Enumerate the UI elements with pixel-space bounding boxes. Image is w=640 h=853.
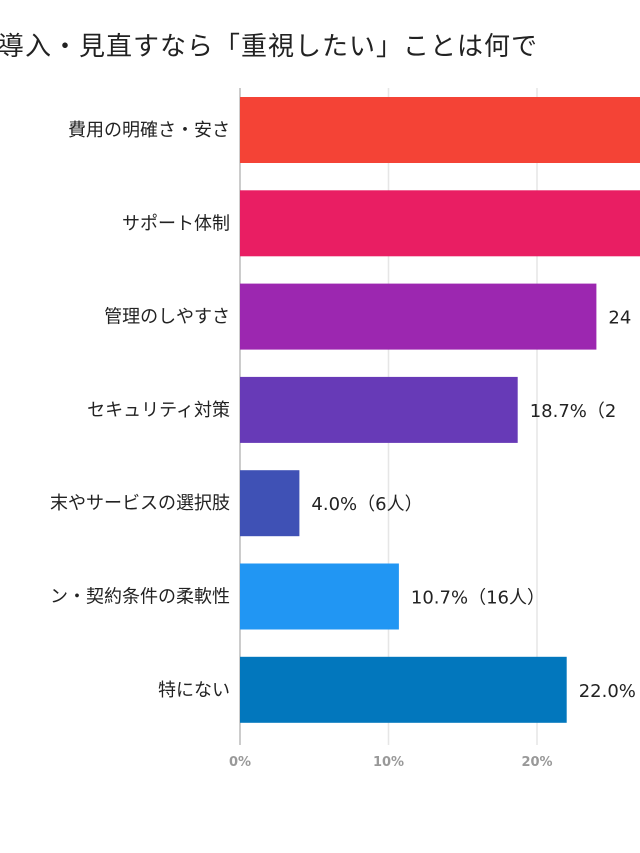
chart-title: 導入・見直すなら「重視したい」ことは何で [0,32,539,62]
x-tick-label: 10% [373,755,404,770]
bar [240,470,300,537]
bar [240,376,518,443]
bar [240,283,597,350]
category-label: 管理のしやすさ [104,307,230,328]
category-label: 特にない [158,680,230,701]
value-label: 24 [608,308,631,329]
category-label: サポート体制 [122,213,230,234]
category-label: ン・契約条件の柔軟性 [50,587,230,608]
value-label: 10.7%（16人） [411,588,545,609]
x-tick-label: 0% [229,755,251,770]
bar [240,563,399,630]
bar [240,97,640,163]
category-label: セキュリティ対策 [87,400,230,421]
value-label: 22.0% [579,681,636,702]
x-tick-label: 20% [521,755,552,770]
bar [240,656,567,723]
bar [240,190,640,257]
value-label: 4.0%（6人） [311,494,422,515]
category-label: 費用の明確さ・安さ [68,120,230,141]
value-label: 18.7%（2 [530,401,617,422]
category-label: 末やサービスの選択肢 [50,493,230,514]
